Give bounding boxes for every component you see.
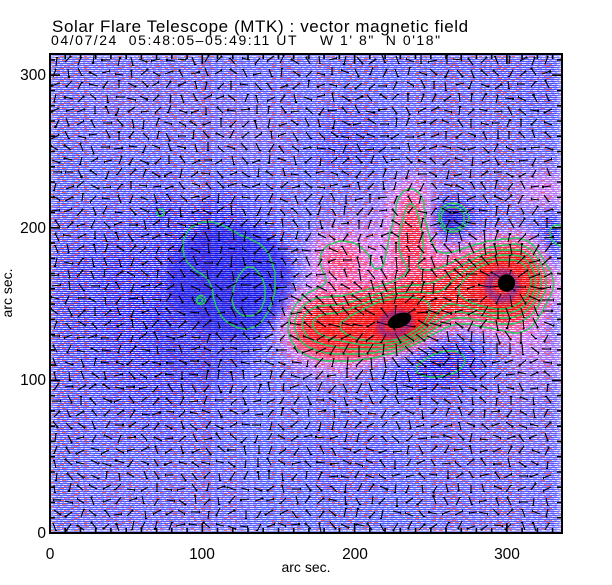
svg-text:200: 200 [342, 546, 368, 563]
svg-text:100: 100 [20, 372, 46, 389]
svg-text:Solar Flare Telescope (MTK) :: Solar Flare Telescope (MTK) : vector mag… [52, 17, 469, 36]
svg-text:0: 0 [37, 525, 46, 542]
svg-text:0: 0 [46, 546, 55, 563]
svg-text:300: 300 [494, 546, 520, 563]
svg-text:300: 300 [20, 67, 46, 84]
svg-text:100: 100 [189, 546, 215, 563]
svg-text:04/07/24 05:48:05–05:49:11 UT: 04/07/24 05:48:05–05:49:11 UT W 1' 8" N … [51, 32, 442, 48]
svg-text:arc sec.: arc sec. [0, 268, 15, 317]
svg-text:200: 200 [20, 220, 46, 237]
svg-text:arc sec.: arc sec. [281, 559, 330, 575]
